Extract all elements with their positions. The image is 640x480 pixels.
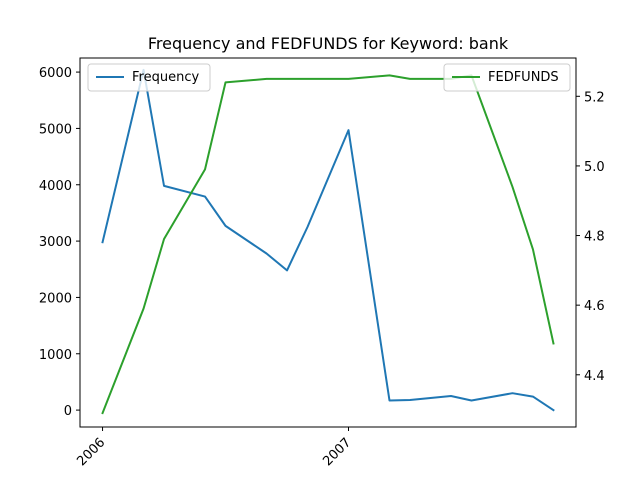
- legend-frequency: Frequency: [87, 63, 211, 92]
- left-y-axis-ticks: 0 1000 2000 3000 4000 5000 6000: [39, 66, 80, 419]
- left-y-tick-label: 2000: [39, 291, 72, 306]
- legend-frequency-box: [87, 63, 211, 92]
- series-line-frequency: [101, 68, 555, 412]
- left-y-tick-label: 0: [64, 404, 72, 419]
- left-y-tick-label: 3000: [39, 235, 72, 250]
- right-y-tick-label: 5.0: [584, 160, 605, 175]
- axes-frame: [79, 57, 577, 428]
- left-y-tick-label: 6000: [39, 66, 72, 81]
- left-y-tick-label: 4000: [39, 179, 72, 194]
- series-line-fedfunds: [101, 74, 555, 415]
- right-y-tick-label: 4.6: [584, 299, 605, 314]
- left-y-tick-label: 1000: [39, 348, 72, 363]
- axes-border: [79, 57, 577, 428]
- legend-fedfunds: FEDFUNDS: [443, 63, 571, 92]
- right-y-tick-label: 4.4: [584, 369, 605, 384]
- legend-fedfunds-label: FEDFUNDS: [488, 70, 559, 85]
- legend-frequency-label: Frequency: [132, 70, 199, 85]
- plot-lines: [101, 68, 555, 415]
- legend-fedfunds-box: [443, 63, 571, 92]
- right-y-axis-ticks: 4.4 4.6 4.8 5.0 5.2: [576, 90, 605, 384]
- right-y-tick-label: 4.8: [584, 230, 605, 245]
- chart-title: Frequency and FEDFUNDS for Keyword: bank: [148, 34, 509, 53]
- left-y-tick-label: 5000: [39, 122, 72, 137]
- right-y-tick-label: 5.2: [584, 90, 605, 105]
